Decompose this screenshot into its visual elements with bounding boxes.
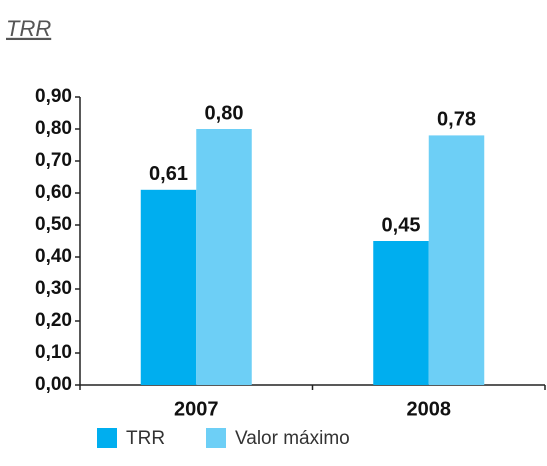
legend-label: Valor máximo [235,428,350,449]
chart-title: TRR [6,16,51,41]
data-label: 0,78 [437,109,476,131]
y-tick-label: 0,50 [35,214,72,235]
y-tick-label: 0,20 [35,310,72,331]
legend-swatch [97,428,117,448]
bar [373,241,429,385]
y-tick-label: 0,80 [35,118,72,139]
y-tick-label: 0,60 [35,182,72,203]
y-tick-label: 0,10 [35,342,72,363]
y-tick-label: 0,30 [35,278,72,299]
bar [428,135,485,385]
data-label: 0,45 [382,214,421,236]
data-label: 0,80 [205,102,244,124]
legend-label: TRR [126,428,165,449]
y-tick-label: 0,00 [35,374,72,395]
y-tick-label: 0,90 [35,86,72,107]
x-tick-label: 2008 [407,398,452,420]
legend-swatch [206,428,226,448]
bar [140,189,197,385]
data-label: 0,61 [149,163,188,185]
y-tick-label: 0,40 [35,246,72,267]
bar [196,129,252,385]
x-tick-label: 2007 [174,398,219,420]
y-tick-label: 0,70 [35,150,72,171]
